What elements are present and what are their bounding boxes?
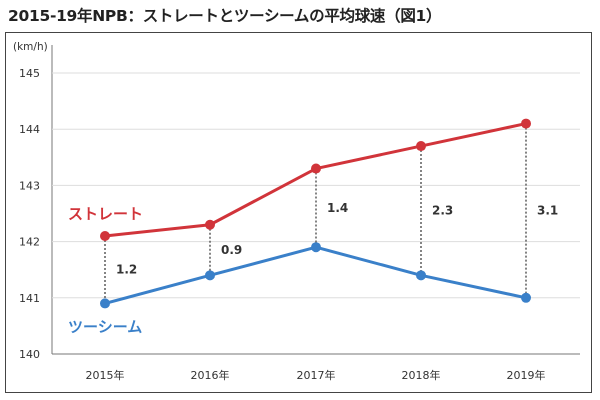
data-point-straight [100,230,110,241]
data-point-two-seam [205,270,215,281]
data-point-two-seam [521,292,531,303]
data-point-straight [311,163,321,174]
data-point-two-seam [311,242,321,253]
difference-label: 1.2 [116,263,137,277]
x-tick-label: 2015年 [86,368,125,382]
y-axis-unit-label: (km/h) [13,41,48,53]
data-point-straight [416,141,426,152]
legend-straight: ストレート [68,205,143,223]
legend-two-seam: ツーシーム [68,318,142,336]
data-point-two-seam [416,270,426,281]
series-line-two-seam [104,245,527,305]
x-tick-label: 2017年 [297,368,336,382]
difference-label: 0.9 [221,243,242,257]
y-tick-label: 143 [19,179,40,192]
data-point-straight [521,118,531,129]
difference-label: 3.1 [537,204,558,218]
series-line-straight [104,122,527,238]
y-tick-label: 140 [19,348,40,361]
x-tick-label: 2018年 [402,368,441,382]
chart-frame [5,32,592,393]
x-tick-label: 2019年 [507,368,546,382]
chart-title: 2015-19年NPB：ストレートとツーシームの平均球速（図1） [8,7,442,25]
difference-label: 1.4 [327,201,348,215]
y-tick-label: 145 [19,67,40,80]
data-point-two-seam [100,298,110,309]
y-tick-label: 142 [19,236,40,249]
y-tick-label: 144 [19,123,40,136]
data-point-straight [205,219,215,230]
x-tick-label: 2016年 [191,368,230,382]
difference-label: 2.3 [432,204,453,218]
y-tick-label: 141 [19,292,40,305]
